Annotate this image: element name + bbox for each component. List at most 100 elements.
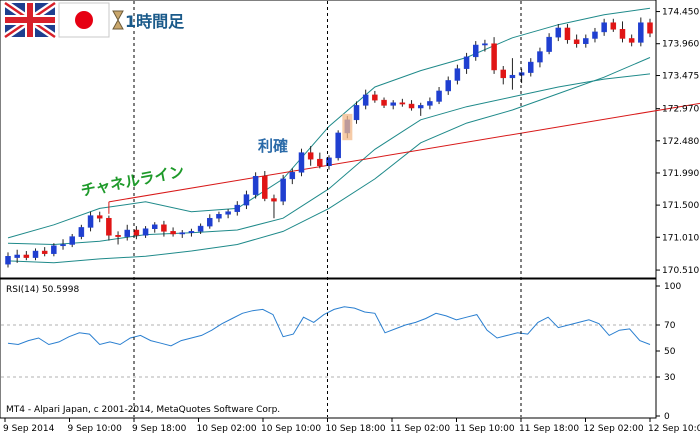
price-tick-label: 171.010 [662,233,699,243]
candle-down [170,231,176,235]
candle-up [427,101,433,106]
candle-up [335,132,341,159]
candle-up [454,68,461,81]
rsi-tick-label: 100 [664,282,681,292]
candle-down [399,102,406,105]
candle-up [243,194,250,206]
rsi-line [7,306,651,347]
candle-up [518,72,525,76]
time-axis: 9 Sep 2014 9 Sep 10:00 9 Sep 18:00 10 Sep 0… [3,418,700,434]
candle-down [262,175,268,199]
time-tick-label: 12 Sep 02:00 [584,424,644,434]
rsi-tick-label: 0 [664,412,670,422]
candle-down [106,217,112,236]
rsi-tick-label: 70 [664,321,676,331]
candle-up [69,236,75,245]
candle-down [619,29,626,39]
candle-down [647,22,653,34]
candle-up [216,214,222,219]
time-tick-label: 10 Sep 02:00 [197,424,257,434]
price-tick-label: 170.510 [662,266,699,276]
rsi-tick-label: 30 [664,373,676,383]
timeframe-label: 1時間足 [125,12,185,31]
candle-down [317,158,323,166]
bollinger-bands [7,7,651,264]
candle-down [133,229,140,236]
candle-down [408,103,415,109]
candle-up [207,217,213,227]
candle-up [5,256,11,265]
candle-down [491,43,497,71]
candle-down [610,22,617,30]
candle-up [298,152,305,173]
japan-flag-icon [58,2,110,38]
candle-up [151,224,158,229]
candle-up [638,22,644,43]
candle-up [197,225,204,232]
candle-up [417,105,424,109]
price-tick-label: 174.450 [662,8,699,18]
trendline-layer [108,102,700,214]
candle-up [289,172,296,180]
candle-up [280,178,286,202]
time-tick-label: 11 Sep 10:00 [455,424,515,434]
uk-flag-icon [3,0,57,40]
candle-up [555,27,562,38]
price-tick-label: 171.990 [662,169,699,179]
take-profit-label: 利確 [258,137,288,155]
candle-up [188,231,195,233]
time-tick-label: 9 Sep 10:00 [68,424,123,434]
candle-up [252,175,259,195]
candle-down [500,69,507,79]
rsi-axis: 100 70 50 30 0 [656,282,681,422]
time-tick-label: 10 Sep 10:00 [261,424,321,434]
candle-up [124,229,130,237]
time-tick-label: 11 Sep 02:00 [390,424,450,434]
time-tick-label: 11 Sep 18:00 [519,424,579,434]
candle-up [592,31,598,39]
rsi-label: RSI(14) 50.5998 [6,285,79,295]
candle-down [628,38,635,43]
candle-up [60,244,66,247]
candle-up [234,204,241,212]
candle-up [87,215,94,228]
candle-up [528,61,534,73]
channel-trendline [108,102,700,203]
price-tick-label: 173.475 [662,72,699,82]
candles-layer [5,17,653,268]
candle-down [96,215,103,219]
candle-up [179,232,186,235]
candle-down [381,99,387,106]
candle-up [142,228,149,236]
rsi-tick-label: 50 [664,347,676,357]
price-tick-label: 173.960 [662,40,699,50]
take-profit-marker [342,113,353,141]
candle-down [307,152,314,160]
candle-up [362,94,369,106]
candle-up [78,227,85,237]
candle-down [115,235,121,237]
candle-up [14,254,20,258]
candle-down [271,198,277,202]
candle-down [564,27,571,41]
hourglass-icon [112,10,124,30]
bollinger-lower-line [7,57,651,264]
candle-up [583,38,589,44]
candle-up [482,43,488,46]
candle-down [573,39,580,44]
candle-up [601,22,607,33]
time-tick-label: 9 Sep 18:00 [132,424,187,434]
candle-up [509,74,516,79]
candle-up [436,90,442,102]
candle-up [32,250,39,258]
rsi-line-layer [7,306,651,347]
candle-up [445,80,451,92]
candle-up [225,211,231,215]
candle-down [23,254,30,258]
time-tick-label: 10 Sep 18:00 [326,424,386,434]
price-tick-label: 172.970 [662,105,699,115]
time-tick-label: 9 Sep 2014 [3,424,55,434]
candle-up [326,157,332,166]
time-tick-label: 12 Sep 10:00 [648,424,700,434]
